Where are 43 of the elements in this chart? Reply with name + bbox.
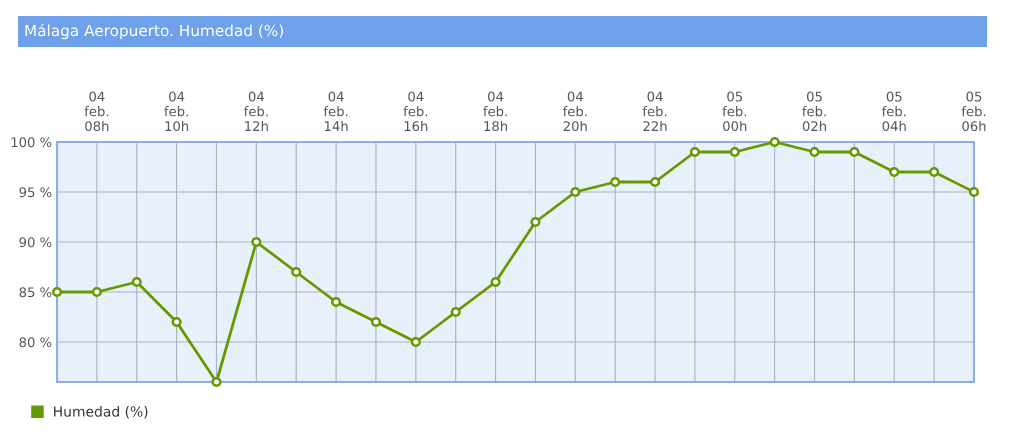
chart-title: Málaga Aeropuerto. Humedad (%) [25,23,283,40]
x-tick-label: 05 feb. 00h [722,91,747,132]
point [291,266,302,278]
point [610,176,621,188]
point [689,146,700,158]
point [769,136,780,148]
x-tick-label: 04 feb. 12h [243,91,268,131]
point [370,316,382,328]
point [968,186,980,198]
point [91,286,102,298]
y-tick-label: 95 % [19,187,52,198]
point [331,296,342,308]
point [570,186,581,198]
point [649,176,661,188]
point [530,216,541,228]
point [490,276,501,288]
y-tick-label: 90 % [19,237,52,248]
x-tick-label: 05 feb. 06h [961,91,986,132]
point [849,146,860,158]
point [809,146,820,158]
x-tick-label: 04 feb. 16h [403,91,428,132]
y-tick-label: 85 % [19,287,52,298]
legend-label: Humedad (%) [54,406,148,419]
point [929,166,940,178]
point [729,146,740,158]
point [450,306,461,318]
point [131,276,142,288]
point [211,376,222,388]
point [410,336,421,348]
x-tick-label: 04 feb. 22h [642,91,667,131]
point [889,166,900,178]
x-tick-label: 04 feb. 10h [164,91,189,132]
y-tick-label: 100 % [11,137,52,148]
x-tick-label: 04 feb. 20h [562,91,587,132]
x-tick-label: 04 feb. 08h [84,91,109,132]
x-tick-label: 04 feb. 14h [323,91,348,131]
point [171,316,182,328]
x-tick-label: 04 feb. 18h [483,91,508,132]
x-tick-label: 05 feb. 04h [881,91,906,132]
point [251,236,262,248]
x-tick-label: 05 feb. 02h [802,91,826,132]
point [51,286,63,298]
y-tick-label: 80 % [19,337,52,348]
